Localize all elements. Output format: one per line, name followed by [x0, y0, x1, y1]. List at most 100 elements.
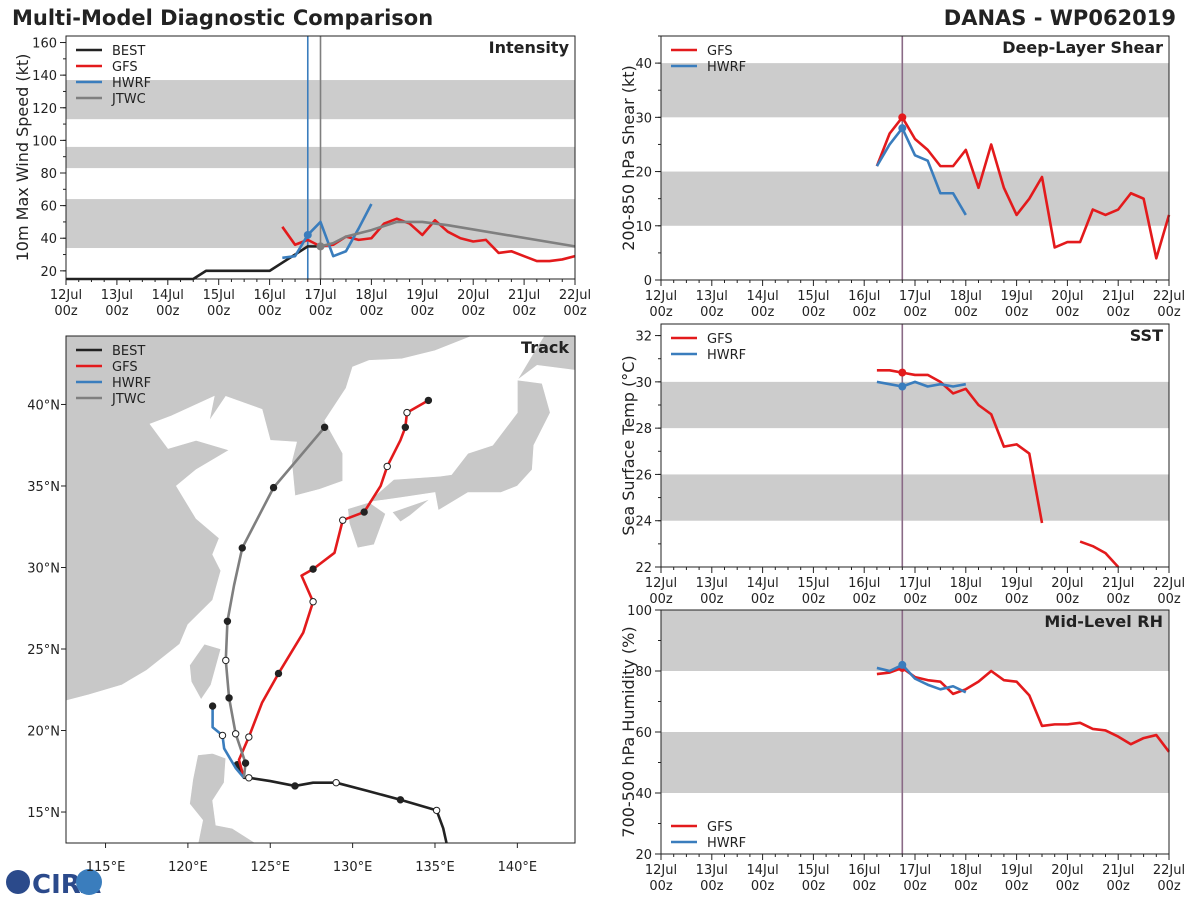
gfs-track-point [424, 396, 433, 405]
gfs-series-line [1079, 540, 1120, 568]
x-tick-label: 17Jul [899, 863, 931, 878]
x-tick-label: 13Jul [696, 576, 728, 591]
y-tick-label: 100 [627, 604, 652, 619]
longitude-label: 115°E [86, 860, 126, 875]
longitude-label: 135°E [415, 860, 455, 875]
panel-title: Mid-Level RH [1044, 612, 1163, 631]
x-tick-label: 16Jul [848, 863, 880, 878]
x-tick-label: 18Jul [950, 576, 982, 591]
x-tick-label: 12Jul [50, 288, 82, 303]
x-tick-hour-label: 00z [802, 305, 826, 320]
y-axis-label: 10m Max Wind Speed (kt) [13, 54, 32, 262]
hwrf-track-point [218, 731, 227, 740]
x-tick-label: 12Jul [645, 289, 677, 304]
x-tick-label: 12Jul [645, 863, 677, 878]
jtwc-track-point [222, 656, 230, 665]
legend-label: JTWC [111, 92, 146, 107]
threshold-band [661, 171, 1169, 226]
x-tick-label: 14Jul [746, 289, 778, 304]
jtwc-track-point [241, 759, 250, 767]
intensity-panel: 12Jul00z13Jul00z14Jul00z15Jul00z16Jul00z… [13, 35, 591, 319]
jtwc-track-point [238, 544, 246, 552]
threshold-band [661, 610, 1169, 671]
jtwc-track-point [223, 617, 232, 625]
gfs-series-line [237, 399, 430, 779]
latitude-label: 40°N [27, 398, 60, 413]
hwrf-analysis-marker [898, 382, 907, 391]
legend-label: BEST [112, 344, 145, 359]
legend-label: GFS [112, 360, 138, 375]
x-tick-hour-label: 00z [751, 879, 775, 894]
logo-globe-icon [6, 870, 30, 894]
y-tick-label: 20 [40, 265, 57, 280]
panel-title: Intensity [489, 38, 570, 57]
x-tick-label: 14Jul [746, 576, 778, 591]
x-tick-label: 21Jul [508, 288, 540, 303]
x-tick-hour-label: 00z [751, 305, 775, 320]
jtwc-track-point [225, 694, 233, 702]
x-tick-hour-label: 00z [360, 304, 384, 319]
x-tick-label: 22Jul [1153, 576, 1185, 591]
best-track-point [245, 774, 253, 782]
x-tick-label: 15Jul [797, 576, 829, 591]
x-tick-hour-label: 00z [700, 879, 724, 894]
y-tick-label: 80 [635, 665, 652, 680]
y-axis-label: Sea Surface Temp (°C) [619, 355, 638, 535]
x-tick-hour-label: 00z [802, 879, 826, 894]
land-mass [517, 336, 575, 381]
legend-label: HWRF [707, 60, 746, 75]
x-tick-hour-label: 00z [1107, 879, 1131, 894]
legend-label: HWRF [707, 348, 746, 363]
legend-label: HWRF [112, 376, 151, 391]
legend-label: GFS [707, 44, 733, 59]
x-tick-hour-label: 00z [1056, 592, 1080, 607]
x-tick-hour-label: 00z [462, 304, 486, 319]
latitude-label: 20°N [27, 725, 60, 740]
longitude-label: 120°E [168, 860, 208, 875]
gfs-track-point [309, 565, 317, 573]
rh-panel: 12Jul00z13Jul00z14Jul00z15Jul00z16Jul00z… [619, 604, 1185, 894]
y-tick-label: 26 [635, 468, 652, 483]
x-tick-hour-label: 00z [802, 592, 826, 607]
y-tick-label: 160 [32, 37, 57, 52]
hwrf-series-line [876, 380, 967, 388]
x-tick-hour-label: 00z [1107, 592, 1131, 607]
shear-panel: 12Jul00z13Jul00z14Jul00z15Jul00z16Jul00z… [619, 35, 1185, 320]
y-tick-label: 40 [635, 787, 652, 802]
track-panel: 115°E 120°E 125°E 130°E 135°E 140°E 15°N 20°N 25… [27, 335, 576, 875]
x-tick-label: 15Jul [203, 288, 235, 303]
x-tick-hour-label: 00z [1157, 305, 1181, 320]
latitude-label: 15°N [27, 806, 60, 821]
legend-label: HWRF [707, 836, 746, 851]
x-tick-label: 19Jul [1000, 863, 1032, 878]
figure-title: Multi-Model Diagnostic Comparison [12, 6, 433, 30]
panel-title: Track [521, 338, 569, 357]
land-mass [189, 643, 222, 701]
x-tick-hour-label: 00z [853, 879, 877, 894]
x-tick-hour-label: 00z [1005, 879, 1029, 894]
y-tick-label: 40 [635, 57, 652, 72]
legend-label: BEST [112, 44, 145, 59]
best-series-line [66, 245, 321, 281]
hwrf-track-point [208, 702, 217, 710]
jtwc-analysis-marker [316, 242, 325, 251]
x-tick-label: 16Jul [253, 288, 285, 303]
x-tick-label: 14Jul [152, 288, 184, 303]
longitude-label: 140°E [498, 860, 538, 875]
y-tick-label: 0 [644, 274, 652, 289]
x-tick-label: 20Jul [1051, 863, 1083, 878]
gfs-track-point [339, 516, 347, 524]
y-tick-label: 120 [32, 102, 57, 117]
x-tick-hour-label: 00z [1005, 305, 1029, 320]
x-tick-label: 18Jul [950, 863, 982, 878]
x-tick-hour-label: 00z [853, 592, 877, 607]
panel-title: Deep-Layer Shear [1002, 38, 1163, 57]
x-tick-hour-label: 00z [411, 304, 435, 319]
legend-label: GFS [112, 60, 138, 75]
x-tick-label: 22Jul [1153, 863, 1185, 878]
x-tick-label: 16Jul [848, 576, 880, 591]
x-tick-label: 19Jul [1000, 289, 1032, 304]
x-tick-label: 15Jul [797, 863, 829, 878]
legend-label: JTWC [111, 392, 146, 407]
x-tick-hour-label: 00z [903, 879, 927, 894]
